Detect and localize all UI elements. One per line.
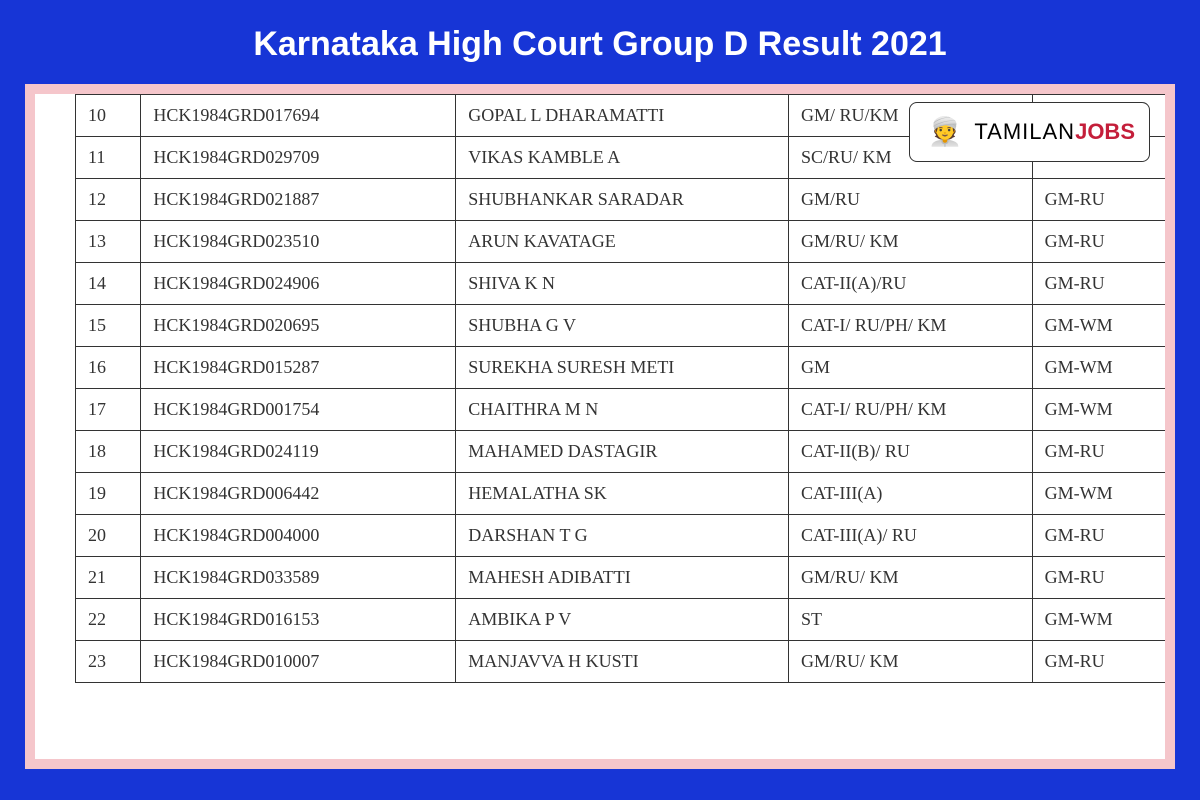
cell-category: GM	[789, 347, 1033, 389]
table-row: 15HCK1984GRD020695SHUBHA G VCAT-I/ RU/PH…	[76, 305, 1166, 347]
cell-name: SHUBHA G V	[456, 305, 789, 347]
cell-application-no: HCK1984GRD021887	[141, 179, 456, 221]
logo-text-second: JOBS	[1075, 119, 1135, 144]
cell-selected: GM-RU	[1032, 515, 1165, 557]
cell-sno: 12	[76, 179, 141, 221]
cell-category: CAT-II(A)/RU	[789, 263, 1033, 305]
cell-category: CAT-III(A)	[789, 473, 1033, 515]
cell-name: MANJAVVA H KUSTI	[456, 641, 789, 683]
cell-sno: 19	[76, 473, 141, 515]
cell-sno: 13	[76, 221, 141, 263]
cell-category: GM/RU	[789, 179, 1033, 221]
cell-category: GM/RU/ KM	[789, 641, 1033, 683]
cell-name: SUREKHA SURESH METI	[456, 347, 789, 389]
cell-selected: GM-RU	[1032, 263, 1165, 305]
table-row: 13HCK1984GRD023510ARUN KAVATAGEGM/RU/ KM…	[76, 221, 1166, 263]
cell-application-no: HCK1984GRD033589	[141, 557, 456, 599]
cell-sno: 23	[76, 641, 141, 683]
cell-sno: 17	[76, 389, 141, 431]
cell-selected: GM-WM	[1032, 473, 1165, 515]
cell-name: GOPAL L DHARAMATTI	[456, 95, 789, 137]
table-row: 14HCK1984GRD024906SHIVA K NCAT-II(A)/RUG…	[76, 263, 1166, 305]
cell-application-no: HCK1984GRD017694	[141, 95, 456, 137]
cell-selected: GM-WM	[1032, 389, 1165, 431]
cell-sno: 15	[76, 305, 141, 347]
cell-application-no: HCK1984GRD004000	[141, 515, 456, 557]
cell-selected: GM-RU	[1032, 221, 1165, 263]
cell-application-no: HCK1984GRD006442	[141, 473, 456, 515]
cell-selected: GM-WM	[1032, 305, 1165, 347]
cell-name: CHAITHRA M N	[456, 389, 789, 431]
cell-application-no: HCK1984GRD001754	[141, 389, 456, 431]
table-row: 22HCK1984GRD016153AMBIKA P VSTGM-WM	[76, 599, 1166, 641]
cell-selected: GM-RU	[1032, 431, 1165, 473]
table-row: 17HCK1984GRD001754CHAITHRA M NCAT-I/ RU/…	[76, 389, 1166, 431]
cell-application-no: HCK1984GRD024119	[141, 431, 456, 473]
cell-application-no: HCK1984GRD010007	[141, 641, 456, 683]
table-row: 16HCK1984GRD015287SUREKHA SURESH METIGMG…	[76, 347, 1166, 389]
logo-badge: 👳 TAMILANJOBS	[909, 102, 1150, 162]
cell-name: AMBIKA P V	[456, 599, 789, 641]
cell-selected: GM-RU	[1032, 557, 1165, 599]
cell-category: CAT-I/ RU/PH/ KM	[789, 389, 1033, 431]
cell-category: CAT-II(B)/ RU	[789, 431, 1033, 473]
cell-sno: 18	[76, 431, 141, 473]
cell-selected: GM-WM	[1032, 347, 1165, 389]
cell-category: GM/RU/ KM	[789, 221, 1033, 263]
cell-sno: 22	[76, 599, 141, 641]
page-title: Karnataka High Court Group D Result 2021	[0, 25, 1200, 64]
table-row: 19HCK1984GRD006442HEMALATHA SKCAT-III(A)…	[76, 473, 1166, 515]
table-row: 23HCK1984GRD010007MANJAVVA H KUSTIGM/RU/…	[76, 641, 1166, 683]
cell-name: DARSHAN T G	[456, 515, 789, 557]
cell-sno: 10	[76, 95, 141, 137]
table-row: 21HCK1984GRD033589MAHESH ADIBATTIGM/RU/ …	[76, 557, 1166, 599]
table-body: 10HCK1984GRD017694GOPAL L DHARAMATTIGM/ …	[76, 95, 1166, 683]
cell-selected: GM-WM	[1032, 599, 1165, 641]
cell-sno: 11	[76, 137, 141, 179]
cell-category: ST	[789, 599, 1033, 641]
cell-selected: GM-RU	[1032, 179, 1165, 221]
cell-name: ARUN KAVATAGE	[456, 221, 789, 263]
inner-content: 👳 TAMILANJOBS 10HCK1984GRD017694GOPAL L …	[35, 94, 1165, 759]
cell-sno: 16	[76, 347, 141, 389]
logo-text-first: TAMILAN	[974, 119, 1075, 144]
cell-name: SHIVA K N	[456, 263, 789, 305]
table-row: 12HCK1984GRD021887SHUBHANKAR SARADARGM/R…	[76, 179, 1166, 221]
cell-category: CAT-III(A)/ RU	[789, 515, 1033, 557]
cell-category: CAT-I/ RU/PH/ KM	[789, 305, 1033, 347]
cell-name: MAHAMED DASTAGIR	[456, 431, 789, 473]
cell-application-no: HCK1984GRD016153	[141, 599, 456, 641]
cell-application-no: HCK1984GRD015287	[141, 347, 456, 389]
cell-application-no: HCK1984GRD020695	[141, 305, 456, 347]
cell-application-no: HCK1984GRD029709	[141, 137, 456, 179]
cell-name: MAHESH ADIBATTI	[456, 557, 789, 599]
cell-sno: 14	[76, 263, 141, 305]
logo-icon: 👳	[924, 111, 966, 153]
logo-text: TAMILANJOBS	[974, 119, 1135, 145]
cell-name: SHUBHANKAR SARADAR	[456, 179, 789, 221]
cell-selected: GM-RU	[1032, 641, 1165, 683]
cell-sno: 20	[76, 515, 141, 557]
cell-application-no: HCK1984GRD023510	[141, 221, 456, 263]
content-frame: 👳 TAMILANJOBS 10HCK1984GRD017694GOPAL L …	[25, 84, 1175, 769]
page-header: Karnataka High Court Group D Result 2021	[0, 0, 1200, 84]
cell-sno: 21	[76, 557, 141, 599]
table-row: 18HCK1984GRD024119MAHAMED DASTAGIRCAT-II…	[76, 431, 1166, 473]
cell-name: HEMALATHA SK	[456, 473, 789, 515]
cell-name: VIKAS KAMBLE A	[456, 137, 789, 179]
result-table: 10HCK1984GRD017694GOPAL L DHARAMATTIGM/ …	[75, 94, 1165, 683]
cell-category: GM/RU/ KM	[789, 557, 1033, 599]
table-row: 20HCK1984GRD004000DARSHAN T GCAT-III(A)/…	[76, 515, 1166, 557]
cell-application-no: HCK1984GRD024906	[141, 263, 456, 305]
